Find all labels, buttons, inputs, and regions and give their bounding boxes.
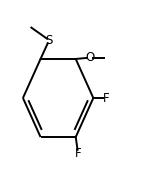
Text: S: S [45, 34, 53, 47]
Text: F: F [75, 147, 81, 160]
Text: F: F [103, 92, 110, 104]
Text: O: O [85, 52, 94, 64]
